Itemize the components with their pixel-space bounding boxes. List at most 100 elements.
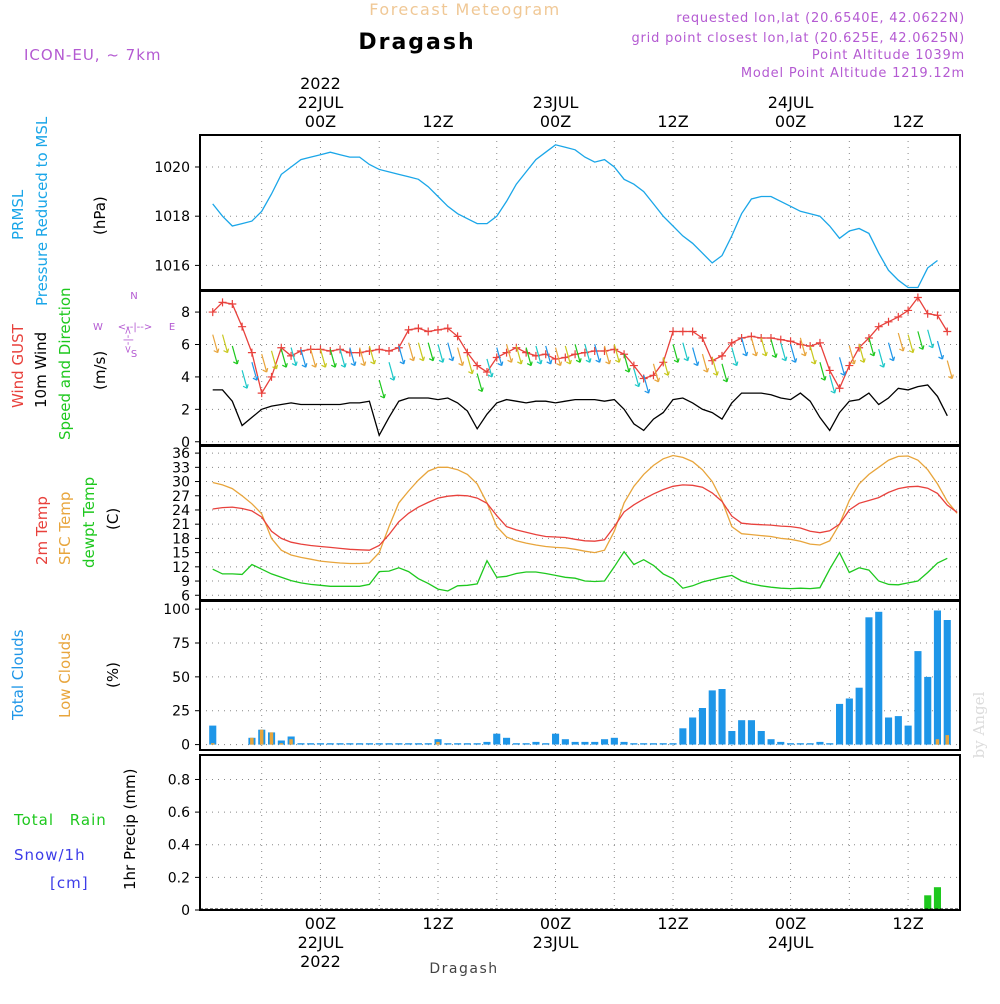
wind-direction-arrow xyxy=(799,337,807,357)
wind-direction-arrow xyxy=(887,342,896,362)
wind-direction-arrow xyxy=(270,350,279,370)
wind-direction-arrow xyxy=(545,345,553,365)
gust-marker xyxy=(610,345,619,354)
y-tick-label: 27 xyxy=(172,489,190,505)
wind-direction-arrow xyxy=(731,347,739,367)
total-cloud-bar xyxy=(698,708,706,745)
y-tick-label: 0.6 xyxy=(168,805,190,821)
grid-point-coords: grid point closest lon,lat (20.625E, 42.… xyxy=(631,31,965,46)
wind-direction-arrow xyxy=(711,357,719,376)
total-cloud-bar xyxy=(855,687,863,745)
gust-marker xyxy=(884,317,893,326)
wind-direction-arrow xyxy=(290,347,298,367)
gust-marker xyxy=(365,346,374,355)
gust-marker xyxy=(424,327,433,336)
gust-marker xyxy=(815,338,824,347)
wind-direction-arrow xyxy=(476,373,484,393)
gust-marker xyxy=(698,334,707,343)
temp-labels: 2m Temp SFC Temp dewpt Temp (C) xyxy=(33,477,122,568)
total-cloud-bar xyxy=(463,743,471,745)
total-cloud-bar xyxy=(689,717,697,745)
wind-direction-arrow xyxy=(319,349,328,368)
wind-direction-arrow xyxy=(613,344,621,363)
y-tick-label: 33 xyxy=(172,460,190,476)
y-tick-label: 15 xyxy=(172,546,190,562)
credit-watermark: by Angel xyxy=(970,691,988,758)
y-tick-label: 100 xyxy=(163,602,190,618)
wind-direction-arrow xyxy=(447,342,455,362)
gust-marker xyxy=(845,361,854,370)
wind-direction-arrow xyxy=(535,345,543,365)
wind-direction-arrow xyxy=(594,344,602,363)
y-tick-label: 25 xyxy=(172,704,190,720)
compass-east: E xyxy=(169,322,175,333)
y-tick-label: 0 xyxy=(181,738,190,754)
low-cloud-bar xyxy=(279,743,283,745)
y-tick-label: 8 xyxy=(181,305,190,321)
gust-marker xyxy=(913,293,922,302)
top-time-label: 12Z xyxy=(657,112,688,131)
pressure-label-msl: Pressure Reduced to MSL xyxy=(33,116,51,306)
gust-marker xyxy=(375,345,384,354)
cloud-label-total: Total Clouds xyxy=(9,629,27,721)
panel-frame-pressure xyxy=(199,134,961,291)
gust-marker xyxy=(629,361,638,370)
wind-direction-arrow xyxy=(623,353,631,373)
wind-direction-arrow xyxy=(515,345,523,365)
wind-direction-arrow xyxy=(251,361,259,381)
top-time-label: 24JUL xyxy=(768,93,814,112)
total-cloud-bar xyxy=(307,743,315,745)
panel-frame-cloud xyxy=(199,600,961,751)
rain-bar xyxy=(924,895,932,910)
temp-2m-line xyxy=(212,484,958,551)
total-cloud-bar xyxy=(512,743,520,745)
bottom-time-label: 2022 xyxy=(300,952,341,971)
y-tick-label: 1016 xyxy=(154,258,190,274)
wind-direction-arrow xyxy=(780,342,788,362)
precip-label-cm: [cm] xyxy=(50,874,89,892)
bottom-time-label: 00Z xyxy=(540,914,571,933)
temp-label-sfc: SFC Temp xyxy=(56,492,74,565)
gust-marker xyxy=(355,348,364,357)
wind-label-10m: 10m Wind xyxy=(32,332,50,408)
wind-direction-arrow xyxy=(339,349,347,368)
precip-unit: 1hr Precip (mm) xyxy=(121,769,139,890)
precip-labels: Total Rain Snow/1h [cm] 1hr Precip (mm) xyxy=(13,769,139,892)
panel-frame-wind xyxy=(199,290,961,446)
total-cloud-bar xyxy=(209,725,217,745)
total-cloud-bar xyxy=(444,743,452,745)
wind-direction-arrow xyxy=(721,363,729,383)
wind-direction-arrow xyxy=(496,347,504,367)
total-cloud-bar xyxy=(601,739,609,745)
gust-marker xyxy=(385,346,394,355)
top-time-label: 2022 xyxy=(300,74,341,93)
total-cloud-bar xyxy=(552,733,560,745)
gust-marker xyxy=(835,384,844,393)
wind-direction-arrow xyxy=(349,347,357,367)
y-tick-label: 12 xyxy=(172,560,190,576)
gust-marker xyxy=(894,312,903,321)
gust-marker xyxy=(443,324,452,333)
gust-marker xyxy=(718,351,727,360)
wind-direction-arrow xyxy=(437,344,445,363)
gust-marker xyxy=(257,389,266,398)
y-tick-label: 4 xyxy=(181,370,190,386)
gust-marker xyxy=(776,335,785,344)
low-cloud-bar xyxy=(289,739,293,745)
wind-direction-arrow xyxy=(878,349,886,368)
total-cloud-bar xyxy=(767,739,775,745)
wind-direction-arrow xyxy=(408,342,416,362)
gust-marker xyxy=(825,366,834,375)
compass-west: W xyxy=(93,322,103,333)
wind-direction-arrow xyxy=(701,353,710,373)
wind-direction-arrow xyxy=(760,337,768,357)
data-layer xyxy=(200,144,960,910)
wind-direction-arrow xyxy=(770,339,778,358)
gust-marker xyxy=(522,348,531,357)
wind-direction-arrow xyxy=(750,337,758,357)
gust-marker xyxy=(463,348,472,357)
gust-marker xyxy=(874,322,883,331)
point-altitude: Point Altitude 1039m xyxy=(812,48,965,63)
wind-direction-arrow xyxy=(554,347,563,367)
total-cloud-bar xyxy=(826,743,834,745)
